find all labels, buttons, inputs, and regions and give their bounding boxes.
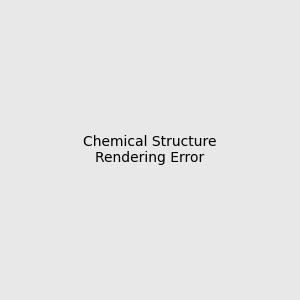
Text: Chemical Structure
Rendering Error: Chemical Structure Rendering Error <box>83 135 217 165</box>
